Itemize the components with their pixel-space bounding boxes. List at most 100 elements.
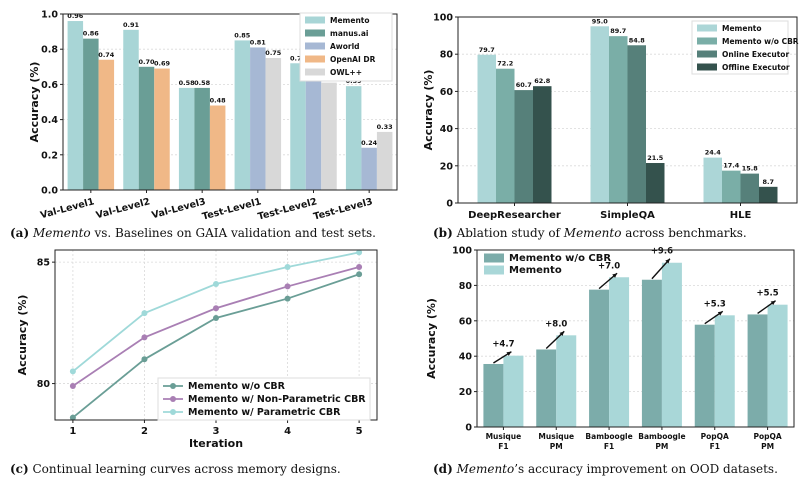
chart-d-arrow-head [506,351,512,356]
chart-b-legend-label: Offline Executor [722,63,790,72]
chart-c-xlabel: Iteration [189,437,243,450]
chart-a-data-label: 0.72 [290,54,306,62]
chart-c-ytick-label: 80 [37,379,51,390]
chart-b-ylabel: Accuracy (%) [422,70,435,151]
chart-d-improvement-label: +7.0 [598,261,620,271]
chart-b-bar [703,157,722,203]
panel-c: 80 85 Accuracy (%) 1 2 3 4 5 Iteration Memento w/… [0,246,400,454]
chart-d-arrow-head [717,311,723,316]
chart-b-ytick-label: 40 [440,124,454,135]
chart-a-data-label: 0.81 [250,38,267,46]
chart-b-ytick-label: 60 [440,87,454,98]
chart-b-xtick-label: HLE [730,210,752,221]
chart-b-bar [609,36,628,203]
chart-b-bar [496,68,515,203]
chart-a-bar [123,29,139,191]
chart-c-legend-marker [170,383,176,389]
chart-b-data-label: 95.0 [592,17,609,25]
chart-a-bar [321,82,337,190]
chart-a-data-label: 0.24 [361,139,378,147]
chart-d-xtick-label: Musique [486,432,522,441]
chart-a-ytick-label: 0.4 [41,115,58,126]
chart-a-legend-swatch [305,16,325,24]
chart-a-data-label: 0.86 [83,30,100,38]
chart-b-bar [477,54,496,204]
chart-a-bar [209,105,226,190]
chart-a-data-label: 0.58 [194,79,211,87]
chart-d-bar [714,315,735,427]
chart-c-legend-label: Memento w/ Non-Parametric CBR [188,394,366,405]
chart-a-ytick-label: 0.2 [41,150,58,161]
chart-a-legend-swatch [305,42,325,50]
caption-b-pre: Ablation study of [452,226,564,240]
chart-d-improvement-label: +5.3 [704,299,726,309]
chart-b-legend-swatch [697,37,717,45]
caption-a: (a) Memento vs. Baselines on GAIA valida… [10,226,376,240]
caption-c-text: Continual learning curves across memory … [28,462,341,476]
chart-b-data-label: 79.7 [479,46,495,54]
chart-d-legend-swatch [484,265,504,275]
chart-a-bar [178,87,195,190]
chart-b-data-label: 60.7 [516,81,532,89]
chart-d-arrow-head [612,273,618,278]
caption-d-em: Memento [456,462,515,476]
chart-a-bar [305,75,322,190]
chart-a-ytick-label: 1.0 [41,10,58,21]
chart-d-bar [767,304,788,427]
chart-a-xtick-label: Val-Level1 [39,196,95,221]
chart-c-xtick-label: 4 [284,426,291,437]
chart-c-xtick-label: 3 [213,426,220,437]
chart-c-point [141,356,148,363]
chart-d-improvement-label: +9.6 [651,247,673,257]
chart-c-point [69,414,76,421]
chart-d-bar [641,279,662,427]
chart-d-xtick-label: F1 [498,442,508,451]
chart-a-bar [138,66,155,190]
chart-a-data-label: 0.58 [179,79,196,87]
chart-d-legend-swatch [484,253,504,263]
chart-b-bar [627,45,646,203]
chart-a-legend-label: manus.ai [330,29,369,38]
chart-a-bar [194,87,210,190]
chart-d-ylabel: Accuracy (%) [425,298,438,379]
chart-d-bar [556,335,577,427]
chart-b-legend-label: Memento w/o CBR [722,37,799,46]
chart-d-improvement-label: +8.0 [545,319,567,329]
chart-d-improvement-label: +5.5 [756,289,778,299]
chart-c-legend-label: Memento w/o CBR [188,381,286,392]
caption-b-text: across benchmarks. [621,226,747,240]
caption-d-text: ’s accuracy improvement on OOD datasets. [514,462,778,476]
chart-d-bar [609,277,630,427]
panel-d: 0 20 40 60 80 100 Accuracy (%) +4.7 Musique F1 +8.… [410,246,800,458]
chart-d-bar [483,363,504,427]
chart-d-bar [661,262,682,427]
caption-b: (b) Ablation study of Memento across ben… [433,226,747,240]
panel-a: 0.0 0.2 0.4 0.6 0.8 1.0 Accuracy (%) 0.96 0.86 0.… [0,0,400,225]
chart-a-bar [154,68,170,190]
chart-c-ylabel: Accuracy (%) [16,295,29,376]
chart-d-improvement-label: +4.7 [492,340,514,350]
chart-b-data-label: 15.8 [742,165,759,173]
chart-a-bar [376,131,393,190]
chart-b-bar [722,170,741,203]
chart-c-point [213,305,219,312]
chart-a-data-label: 0.33 [377,123,393,131]
caption-a-text: vs. Baselines on GAIA validation and tes… [90,226,376,240]
chart-a-bar [361,147,377,190]
chart-c-point [141,310,148,317]
chart-a-legend-swatch [305,29,325,37]
caption-d-tag: (d) [433,462,453,476]
chart-c-point [356,271,363,278]
chart-b-bar [740,173,759,203]
chart-a-bar [83,38,99,190]
chart-a-xtick-label: Test-Level1 [201,196,263,222]
chart-c-legend-label: Memento w/ Parametric CBR [188,407,341,418]
caption-b-tag: (b) [433,226,453,240]
chart-c-legend-marker [170,409,176,415]
chart-d-xtick-label: F1 [710,442,720,451]
chart-a-gaia: 0.0 0.2 0.4 0.6 0.8 1.0 Accuracy (%) 0.96 0.86 0.… [28,10,398,223]
chart-c-point [356,249,363,256]
chart-a-data-label: 0.48 [210,97,227,105]
chart-b-data-label: 84.8 [629,36,646,44]
chart-d-xtick-label: Bamboogle [585,432,632,441]
